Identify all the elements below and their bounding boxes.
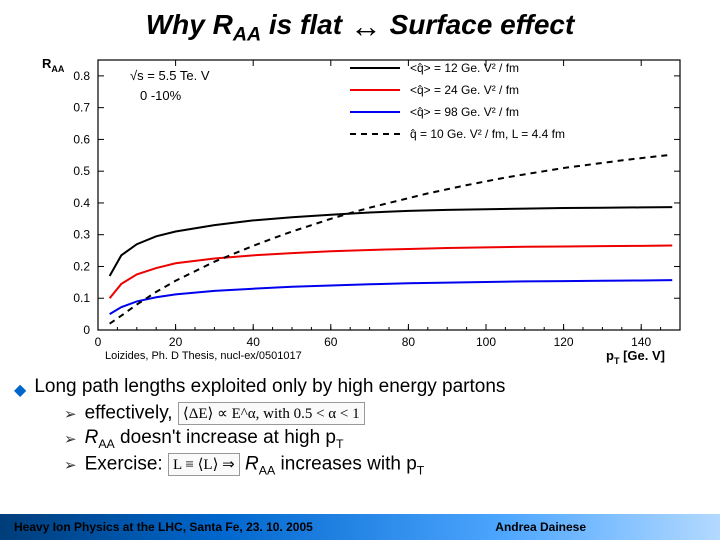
sub2-text: RAA doesn't increase at high pT [85, 427, 344, 451]
svg-text:√s = 5.5 Te. V: √s = 5.5 Te. V [130, 68, 210, 83]
svg-text:60: 60 [324, 335, 338, 349]
svg-text:0.1: 0.1 [73, 292, 90, 306]
svg-text:0.3: 0.3 [73, 228, 90, 242]
formula-2: L ≡ ⟨L⟩ ⇒ [168, 453, 240, 476]
title-sub: AA [233, 23, 261, 45]
sub-bullet-1: ➢ effectively, ⟨ΔE⟩ ∝ E^α, with 0.5 < α … [64, 402, 702, 425]
footer-left: Heavy Ion Physics at the LHC, Santa Fe, … [14, 520, 495, 534]
sub-bullet-2: ➢ RAA doesn't increase at high pT [64, 427, 702, 451]
svg-text:q̂ = 10 Ge. V² / fm, L = 4.4 f: q̂ = 10 Ge. V² / fm, L = 4.4 fm [410, 127, 565, 141]
svg-text:0.7: 0.7 [73, 101, 90, 115]
bullet-list: ◆ Long path lengths exploited only by hi… [0, 370, 720, 477]
arrow-bullet-icon: ➢ [64, 430, 77, 448]
svg-text:0.6: 0.6 [73, 133, 90, 147]
sub-bullets: ➢ effectively, ⟨ΔE⟩ ∝ E^α, with 0.5 < α … [64, 402, 702, 477]
title-mid: is flat [261, 9, 350, 40]
main-bullet: ◆ Long path lengths exploited only by hi… [14, 376, 702, 400]
svg-text:0.8: 0.8 [73, 69, 90, 83]
raa-chart: 0 20 40 60 80 100 120 140 0 0.1 0.2 0.3 0.4 0.5 0.6 0.7… [20, 50, 700, 370]
svg-text:80: 80 [402, 335, 416, 349]
citation: Loizides, Ph. D Thesis, nucl-ex/0501017 [105, 350, 302, 362]
svg-text:0.4: 0.4 [73, 196, 90, 210]
svg-text:0: 0 [95, 335, 102, 349]
svg-text:120: 120 [554, 335, 574, 349]
title-left: Why R [146, 9, 233, 40]
svg-text:20: 20 [169, 335, 183, 349]
formula-1: ⟨ΔE⟩ ∝ E^α, with 0.5 < α < 1 [178, 402, 365, 425]
svg-text:0.5: 0.5 [73, 165, 90, 179]
svg-text:<q̂> = 98 Ge. V² / fm: <q̂> = 98 Ge. V² / fm [410, 105, 519, 119]
svg-text:100: 100 [476, 335, 496, 349]
arrow-bullet-icon: ➢ [64, 456, 77, 474]
title-right: Surface effect [382, 9, 574, 40]
footer-right: Andrea Dainese [495, 520, 586, 534]
svg-text:<q̂> = 24 Ge. V² / fm: <q̂> = 24 Ge. V² / fm [410, 83, 519, 97]
chart-container: 0 20 40 60 80 100 120 140 0 0.1 0.2 0.3 0.4 0.5 0.6 0.7… [20, 50, 700, 370]
svg-text:RAA: RAA [42, 56, 65, 74]
sub3-text: Exercise: L ≡ ⟨L⟩ ⇒ RAA increases with p… [85, 453, 425, 477]
slide-title: Why RAA is flat ↔ Surface effect [0, 0, 720, 50]
svg-text:0.2: 0.2 [73, 260, 90, 274]
svg-text:<q̂> = 12 Ge. V² / fm: <q̂> = 12 Ge. V² / fm [410, 61, 519, 75]
main-bullet-text: Long path lengths exploited only by high… [34, 376, 505, 398]
svg-text:140: 140 [631, 335, 651, 349]
sub-bullet-3: ➢ Exercise: L ≡ ⟨L⟩ ⇒ RAA increases with… [64, 453, 702, 477]
diamond-icon: ◆ [14, 380, 26, 400]
arrow-icon: ↔ [350, 8, 382, 44]
svg-text:pT [Ge. V]: pT [Ge. V] [606, 348, 665, 366]
arrow-bullet-icon: ➢ [64, 405, 77, 423]
svg-text:40: 40 [247, 335, 261, 349]
svg-text:0: 0 [83, 323, 90, 337]
svg-text:0 -10%: 0 -10% [140, 88, 182, 103]
footer: Heavy Ion Physics at the LHC, Santa Fe, … [0, 514, 720, 540]
sub1-text: effectively, ⟨ΔE⟩ ∝ E^α, with 0.5 < α < … [85, 402, 365, 425]
